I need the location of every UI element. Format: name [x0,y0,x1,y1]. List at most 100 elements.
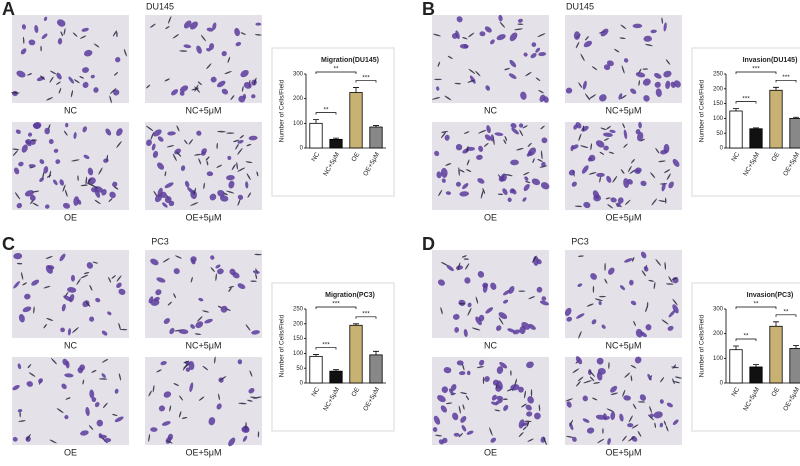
cell [670,81,676,88]
image-label: OE+5μM [186,447,222,457]
bar [329,138,343,149]
cell [215,273,217,282]
cell [80,35,87,39]
cell [482,376,485,385]
cell [517,18,523,23]
cell [537,158,543,162]
cell [528,323,536,330]
cell [475,316,482,326]
bar [329,370,343,384]
cell [642,78,651,86]
cell [82,379,85,385]
cell [522,125,528,129]
cell [208,417,216,426]
cell [59,253,66,262]
cell [622,389,626,397]
cell [217,130,226,133]
cell [167,131,176,136]
cell [654,73,662,79]
cell [87,178,91,184]
cell [67,328,72,336]
cell [617,197,624,204]
cell [156,369,162,373]
cell [588,154,596,162]
cell [466,430,474,435]
cell [445,402,453,405]
cell [216,164,223,168]
cell [150,23,156,28]
y-tick-label: 200 [293,321,304,327]
cell [665,425,669,432]
error-bar [753,127,759,129]
cell [527,438,534,442]
cell [20,48,27,55]
cell [167,301,173,306]
cell [226,175,235,181]
cell [16,262,23,265]
cell [57,37,63,45]
cell [116,275,122,282]
cell [591,66,598,71]
error-bar [373,125,379,128]
cell [28,372,36,377]
cell [441,386,449,393]
cell [190,324,195,329]
panel-letter: A [2,0,15,19]
cell [664,261,667,270]
cell-line-label: PC3 [571,236,589,246]
cell [622,123,625,129]
cell [228,180,235,189]
cell [466,145,469,153]
y-tick-label: 100 [713,116,724,122]
cell [509,188,515,194]
cell [582,418,590,423]
cell [115,57,121,63]
x-tick-label: OE [350,151,361,163]
panel-letter: B [422,0,435,19]
micrograph [12,250,129,338]
cell [642,68,649,70]
cell [219,195,229,202]
cell [218,393,220,401]
cell [620,24,627,30]
cell [112,413,118,417]
cell [227,56,231,63]
cell [517,23,524,25]
cell [522,426,527,431]
cell [540,150,543,160]
cell [237,199,241,206]
cell [565,87,573,94]
cell [475,70,481,77]
cell [183,20,192,29]
cell [246,143,252,147]
cell [206,27,214,32]
cell [165,26,170,30]
cell [538,404,541,412]
bar [369,354,383,384]
significance-bracket [355,80,377,83]
cell [153,296,160,302]
cell [226,190,235,194]
cell [432,427,438,432]
cell [471,327,481,331]
significance-label: ** [333,66,339,73]
cell [498,14,503,22]
cell [645,306,648,313]
y-tick-label: 200 [713,86,724,92]
bar [749,128,763,149]
cell [659,422,663,428]
cell [245,161,253,163]
cell [639,394,646,401]
image-label: OE+5μM [606,447,642,457]
cell [173,293,176,299]
cell [496,380,503,390]
cell [638,80,641,86]
cell [101,358,109,363]
significance-label: ** [743,333,749,340]
cell [524,176,529,181]
cell [116,141,122,149]
cell [43,324,47,329]
cell [172,153,177,162]
cell [445,191,451,195]
cell [146,139,152,146]
